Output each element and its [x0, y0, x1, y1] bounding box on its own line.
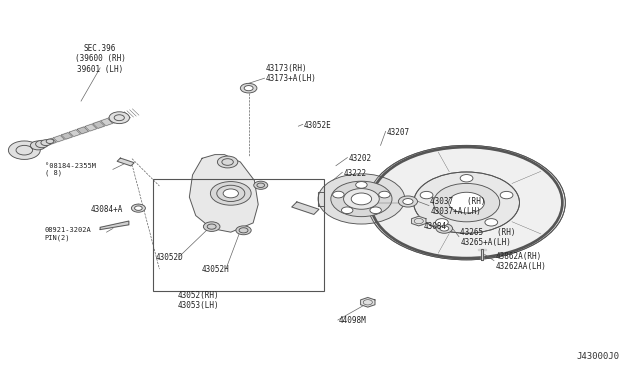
Text: J43000J0: J43000J0 — [577, 352, 620, 361]
Circle shape — [36, 140, 49, 148]
Polygon shape — [412, 216, 426, 226]
Circle shape — [134, 206, 142, 211]
Text: 43052(RH)
43053(LH): 43052(RH) 43053(LH) — [178, 291, 220, 310]
Polygon shape — [22, 147, 32, 153]
Polygon shape — [93, 121, 104, 128]
Polygon shape — [77, 127, 88, 134]
Text: 43207: 43207 — [387, 128, 410, 137]
Circle shape — [449, 192, 484, 213]
Circle shape — [368, 145, 565, 260]
Text: 43222: 43222 — [344, 169, 367, 177]
Text: 43202: 43202 — [349, 154, 372, 163]
Polygon shape — [69, 130, 81, 137]
Circle shape — [356, 182, 367, 188]
Circle shape — [342, 207, 353, 214]
Polygon shape — [481, 249, 483, 260]
Circle shape — [46, 139, 54, 144]
Text: 43084+A: 43084+A — [91, 205, 123, 215]
Polygon shape — [100, 118, 113, 126]
Circle shape — [318, 174, 404, 224]
Polygon shape — [318, 192, 324, 206]
Polygon shape — [360, 298, 375, 307]
Polygon shape — [61, 132, 72, 139]
Circle shape — [485, 219, 498, 226]
Circle shape — [435, 219, 448, 226]
Circle shape — [109, 112, 129, 124]
Polygon shape — [117, 158, 134, 166]
Text: 43037   (RH)
43037+A(LH): 43037 (RH) 43037+A(LH) — [430, 197, 486, 216]
Circle shape — [30, 141, 45, 150]
Circle shape — [440, 226, 449, 231]
Text: 43173(RH)
43173+A(LH): 43173(RH) 43173+A(LH) — [266, 64, 317, 83]
Polygon shape — [85, 124, 97, 131]
Circle shape — [253, 181, 268, 189]
Circle shape — [236, 226, 251, 235]
Text: 43862A(RH)
43262AA(LH): 43862A(RH) 43262AA(LH) — [495, 252, 546, 272]
Circle shape — [500, 191, 513, 199]
Polygon shape — [38, 141, 49, 147]
Polygon shape — [109, 116, 121, 123]
Polygon shape — [45, 138, 56, 145]
Circle shape — [344, 189, 380, 209]
Text: 43052D: 43052D — [156, 253, 183, 263]
Text: 43052H: 43052H — [202, 264, 230, 273]
Circle shape — [433, 183, 500, 222]
Polygon shape — [53, 135, 65, 142]
Polygon shape — [292, 202, 319, 214]
Polygon shape — [189, 155, 258, 232]
Circle shape — [8, 141, 40, 160]
Polygon shape — [29, 144, 40, 150]
Bar — [153, 179, 324, 291]
Circle shape — [379, 191, 390, 198]
Text: 43265   (RH)
43265+A(LH): 43265 (RH) 43265+A(LH) — [460, 228, 516, 247]
Text: 43052E: 43052E — [304, 121, 332, 129]
Circle shape — [403, 199, 413, 205]
Circle shape — [131, 204, 145, 212]
Circle shape — [41, 140, 51, 145]
Circle shape — [333, 191, 344, 198]
Text: 43084: 43084 — [423, 222, 446, 231]
Circle shape — [351, 193, 372, 205]
Circle shape — [204, 222, 220, 231]
Text: SEC.396
(39600 (RH)
39601 (LH): SEC.396 (39600 (RH) 39601 (LH) — [75, 44, 125, 74]
Circle shape — [211, 182, 251, 205]
Circle shape — [398, 196, 417, 207]
Text: 44098M: 44098M — [339, 316, 367, 325]
Circle shape — [331, 181, 392, 217]
Circle shape — [370, 207, 381, 214]
Polygon shape — [478, 249, 486, 250]
Circle shape — [436, 224, 452, 233]
Circle shape — [244, 86, 253, 91]
Circle shape — [218, 156, 238, 168]
Text: 08921-3202A
PIN(2): 08921-3202A PIN(2) — [45, 227, 92, 241]
Circle shape — [420, 191, 433, 199]
Text: °08184-2355M
( 8): °08184-2355M ( 8) — [45, 163, 96, 176]
Polygon shape — [100, 221, 129, 230]
Circle shape — [413, 172, 520, 233]
Circle shape — [241, 83, 257, 93]
Circle shape — [223, 189, 239, 198]
Circle shape — [460, 174, 473, 182]
